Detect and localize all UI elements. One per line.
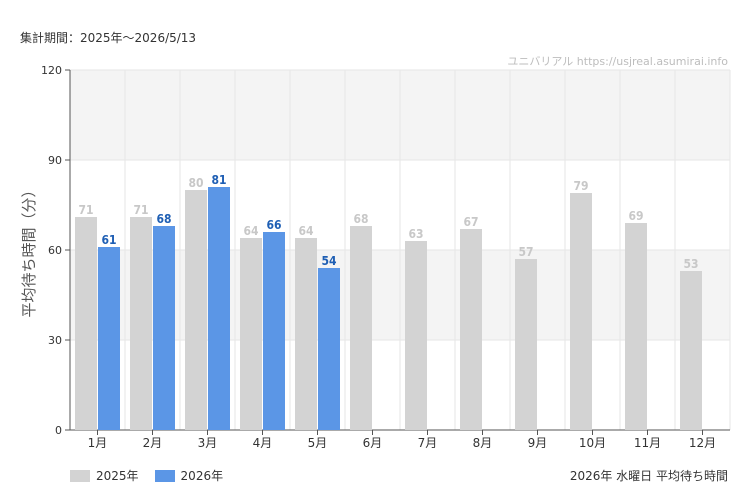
- data-label: 67: [463, 215, 478, 229]
- legend-item-2025[interactable]: 2025年: [70, 467, 139, 484]
- data-label: 68: [156, 212, 171, 226]
- bar-2025: [570, 193, 592, 430]
- y-tick-label: 120: [41, 64, 62, 77]
- legend-label-2026: 2026年: [180, 469, 224, 483]
- bar-2025: [295, 238, 317, 430]
- data-label: 54: [321, 254, 337, 268]
- x-tick-label: 2月: [143, 436, 163, 450]
- legend-swatch-2025: [70, 469, 90, 482]
- y-tick-label: 90: [48, 154, 62, 167]
- data-label: 57: [518, 245, 533, 259]
- footer-title: 2026年 水曜日 平均待ち時間: [569, 469, 728, 483]
- y-tick-label: 30: [48, 334, 62, 347]
- bar-2025: [240, 238, 262, 430]
- bar-2025: [625, 223, 647, 430]
- data-label: 53: [683, 257, 698, 271]
- period-label: 集計期間：2025年〜2026/5/13: [20, 31, 197, 45]
- bar-2025: [75, 217, 97, 430]
- y-axis-title: 平均待ち時間（分）: [20, 182, 38, 317]
- bar-2026: [98, 247, 120, 430]
- x-tick-label: 7月: [418, 436, 438, 450]
- bar-2025: [460, 229, 482, 430]
- data-label: 63: [408, 227, 423, 241]
- bar-2025: [405, 241, 427, 430]
- x-tick-label: 8月: [473, 436, 493, 450]
- x-tick-label: 11月: [634, 436, 661, 450]
- x-tick-label: 12月: [689, 436, 716, 450]
- bar-2026: [318, 268, 340, 430]
- legend-item-2026[interactable]: 2026年: [154, 467, 224, 484]
- bar-2026: [153, 226, 175, 430]
- data-label: 64: [298, 224, 314, 238]
- bar-2026: [208, 187, 230, 430]
- x-tick-label: 4月: [253, 436, 273, 450]
- x-tick-label: 6月: [363, 436, 383, 450]
- data-label: 81: [211, 173, 226, 187]
- legend: 2025年 2026年: [70, 467, 223, 484]
- y-tick-label: 60: [48, 244, 62, 257]
- x-tick-label: 5月: [308, 436, 328, 450]
- data-label: 79: [573, 179, 588, 193]
- y-tick-label: 0: [55, 424, 62, 437]
- bar-2025: [185, 190, 207, 430]
- data-label: 66: [266, 218, 281, 232]
- x-tick-label: 1月: [88, 436, 108, 450]
- data-label: 80: [188, 176, 203, 190]
- data-label: 61: [101, 233, 116, 247]
- data-label: 68: [353, 212, 368, 226]
- bar-2026: [263, 232, 285, 430]
- data-label: 69: [628, 209, 643, 223]
- data-label: 64: [243, 224, 259, 238]
- legend-label-2025: 2025年: [96, 469, 139, 483]
- bar-2025: [680, 271, 702, 430]
- x-tick-label: 3月: [198, 436, 218, 450]
- legend-swatch-2026: [154, 469, 175, 482]
- data-label: 71: [133, 203, 148, 217]
- watermark: ユニバリアル https://usjreal.asumirai.info: [507, 55, 728, 68]
- data-label: 71: [78, 203, 93, 217]
- bar-2025: [515, 259, 537, 430]
- x-tick-label: 10月: [579, 436, 606, 450]
- x-tick-label: 9月: [528, 436, 548, 450]
- bar-2025: [130, 217, 152, 430]
- bar-2025: [350, 226, 372, 430]
